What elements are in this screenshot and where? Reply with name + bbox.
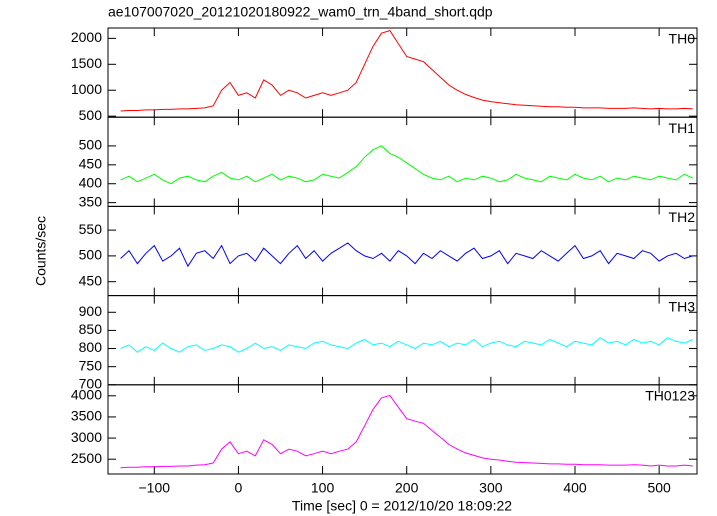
panel-frame: [107, 384, 698, 475]
x-axis-label: Time [sec] 0 = 2012/10/20 18:09:22: [292, 498, 512, 514]
y-axis-label: Counts/sec: [33, 216, 49, 286]
panel-frame: [107, 116, 698, 207]
y-tick-label: 800: [79, 339, 103, 355]
x-tick-label: 500: [647, 480, 671, 496]
series-label: TH2: [669, 209, 696, 225]
y-tick-label: 500: [79, 247, 103, 263]
x-tick-label: 200: [395, 480, 419, 496]
y-tick-label: 2000: [71, 29, 102, 45]
series-label: TH3: [669, 298, 696, 314]
chart-title: ae107007020_20121020180922_wam0_trn_4ban…: [108, 4, 493, 20]
y-tick-label: 450: [79, 156, 103, 172]
x-tick-label: 400: [563, 480, 587, 496]
y-tick-label: 850: [79, 321, 103, 337]
x-tick-label: −100: [139, 480, 171, 496]
y-tick-label: 750: [79, 357, 103, 373]
y-tick-label: 900: [79, 303, 103, 319]
y-tick-label: 450: [79, 272, 103, 288]
panel-frame: [107, 205, 698, 297]
panel-frame: [107, 27, 698, 118]
data-line: [120, 337, 693, 353]
y-tick-label: 3000: [71, 429, 102, 445]
data-line: [120, 145, 694, 185]
y-tick-label: 1500: [71, 55, 102, 71]
data-line: [120, 30, 693, 112]
y-tick-label: 1000: [71, 81, 102, 97]
y-tick-label: 500: [79, 107, 103, 123]
series-label: TH1: [669, 120, 696, 136]
y-tick-label: 3500: [71, 408, 102, 424]
y-tick-label: 700: [79, 376, 103, 392]
series-label: TH0: [669, 31, 696, 47]
y-tick-label: 550: [79, 221, 103, 237]
panel-frame: [107, 295, 698, 386]
data-line: [120, 242, 693, 268]
x-tick-label: 0: [235, 480, 243, 496]
y-tick-label: 400: [79, 174, 103, 190]
y-tick-label: 350: [79, 193, 103, 209]
y-tick-label: 4000: [71, 386, 102, 402]
x-tick-label: 100: [311, 480, 335, 496]
y-tick-label: 2500: [71, 450, 102, 466]
x-tick-label: 300: [479, 480, 503, 496]
data-line: [120, 394, 693, 469]
series-label: TH0123: [645, 388, 695, 404]
y-tick-label: 500: [79, 137, 103, 153]
